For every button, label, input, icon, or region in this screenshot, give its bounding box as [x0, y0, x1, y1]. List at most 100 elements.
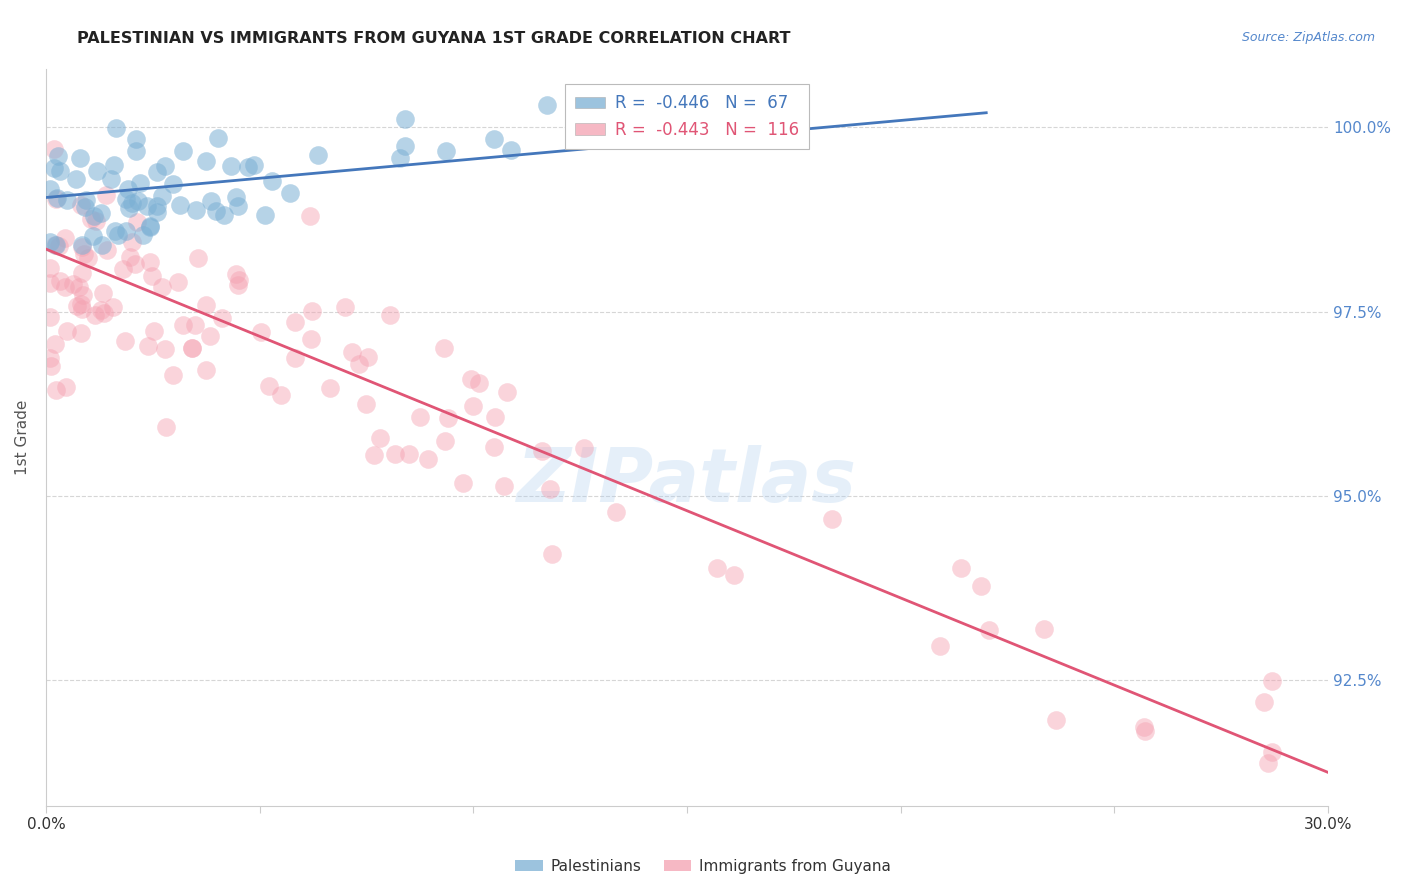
Point [198, 329, 221, 343]
Point [91, 238, 114, 252]
Point [225, 189, 247, 203]
Point [124, 257, 146, 271]
Point [48, 239, 70, 253]
Point [467, 376, 489, 390]
Point [83, 209, 105, 223]
Point [181, 341, 204, 355]
Point [496, 385, 519, 400]
Point [540, 483, 562, 497]
Point [257, 378, 280, 392]
Point [90, 206, 112, 220]
Point [162, 368, 184, 382]
Point [319, 381, 342, 395]
Point [39, 182, 62, 196]
Point [723, 568, 745, 582]
Point [76, 251, 98, 265]
Legend: Palestinians, Immigrants from Guyana: Palestinians, Immigrants from Guyana [509, 853, 897, 880]
Point [706, 561, 728, 575]
Point [56, 324, 79, 338]
Point [194, 298, 217, 312]
Point [141, 269, 163, 284]
Point [84, 308, 107, 322]
Point [536, 98, 558, 112]
Point [103, 158, 125, 172]
Point [1133, 720, 1156, 734]
Point [104, 120, 127, 135]
Point [340, 345, 363, 359]
Point [114, 224, 136, 238]
Point [253, 208, 276, 222]
Point [484, 440, 506, 454]
Point [501, 143, 523, 157]
Point [384, 447, 406, 461]
Point [118, 201, 141, 215]
Point [307, 148, 329, 162]
Point [437, 410, 460, 425]
Point [172, 144, 194, 158]
Point [349, 357, 371, 371]
Point [484, 410, 506, 425]
Legend: R =  -0.446   N =  67, R =  -0.443   N =  116: R = -0.446 N = 67, R = -0.443 N = 116 [565, 84, 808, 149]
Point [114, 334, 136, 348]
Point [162, 178, 184, 192]
Point [55, 380, 77, 394]
Point [142, 324, 165, 338]
Point [129, 176, 152, 190]
Point [45, 192, 67, 206]
Point [121, 196, 143, 211]
Point [101, 300, 124, 314]
Point [572, 442, 595, 456]
Point [1257, 756, 1279, 770]
Y-axis label: 1st Grade: 1st Grade [15, 400, 30, 475]
Point [1260, 673, 1282, 688]
Point [541, 547, 564, 561]
Point [195, 153, 218, 168]
Point [970, 579, 993, 593]
Point [219, 159, 242, 173]
Point [356, 397, 378, 411]
Point [606, 98, 628, 112]
Point [39, 351, 62, 365]
Point [212, 208, 235, 222]
Point [69, 151, 91, 165]
Point [298, 209, 321, 223]
Point [194, 363, 217, 377]
Point [153, 159, 176, 173]
Point [107, 228, 129, 243]
Point [150, 280, 173, 294]
Point [335, 300, 357, 314]
Point [356, 350, 378, 364]
Point [53, 279, 76, 293]
Point [821, 512, 844, 526]
Point [150, 189, 173, 203]
Point [145, 198, 167, 212]
Point [484, 132, 506, 146]
Point [69, 326, 91, 341]
Text: Source: ZipAtlas.com: Source: ZipAtlas.com [1241, 31, 1375, 45]
Point [226, 277, 249, 292]
Point [186, 203, 208, 218]
Point [125, 132, 148, 146]
Point [153, 342, 176, 356]
Point [166, 275, 188, 289]
Point [1253, 695, 1275, 709]
Point [270, 388, 292, 402]
Point [200, 194, 222, 209]
Point [979, 624, 1001, 638]
Point [127, 215, 149, 229]
Point [49, 164, 72, 178]
Point [93, 306, 115, 320]
Point [139, 255, 162, 269]
Point [226, 199, 249, 213]
Point [262, 174, 284, 188]
Point [1033, 622, 1056, 636]
Point [66, 299, 89, 313]
Point [225, 267, 247, 281]
Point [363, 448, 385, 462]
Point [39, 276, 62, 290]
Point [44, 161, 66, 175]
Point [69, 198, 91, 212]
Point [72, 288, 94, 302]
Point [96, 243, 118, 257]
Point [394, 138, 416, 153]
